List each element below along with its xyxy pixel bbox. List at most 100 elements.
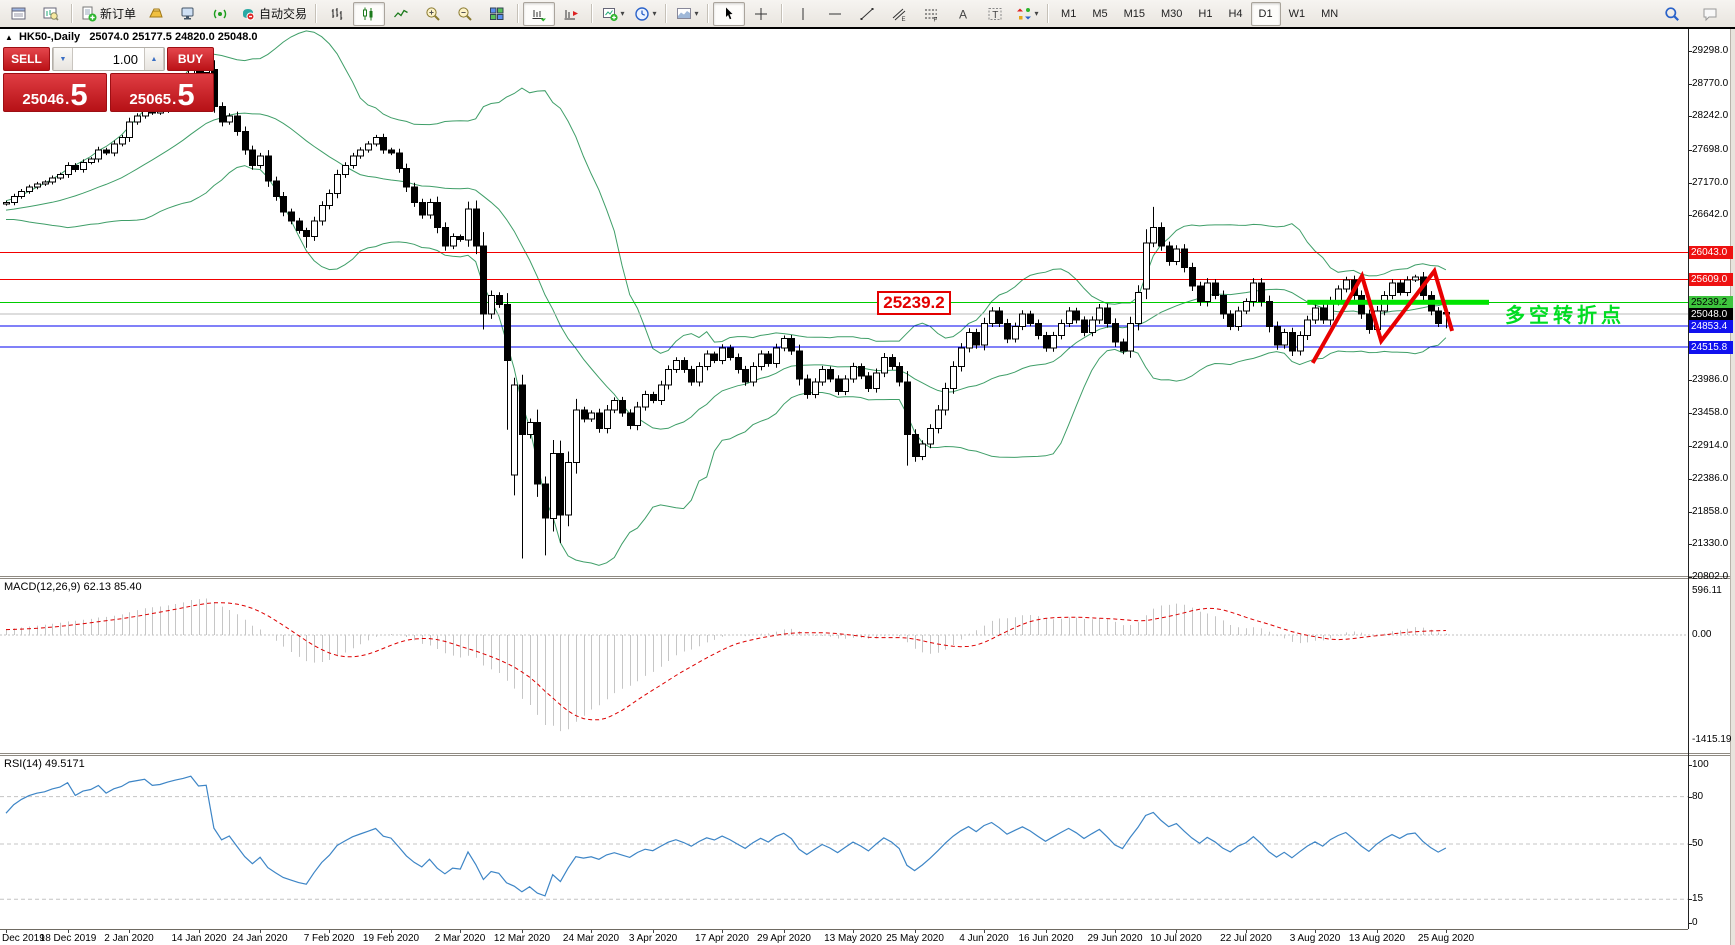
horizontal-line-button[interactable] (819, 2, 851, 26)
candle-body (303, 229, 310, 238)
text-button[interactable]: A (947, 2, 979, 26)
style-icon (676, 7, 691, 19)
turning-point-trendline[interactable] (1307, 299, 1489, 305)
candle-body (103, 149, 110, 154)
auto-trading-button[interactable]: 自动交易 (236, 2, 311, 26)
date-tick (653, 930, 654, 933)
macd-indicator-panel[interactable] (0, 579, 1688, 753)
candle-body (442, 226, 449, 247)
macd-signal-line[interactable] (5, 602, 1446, 721)
timeframe-MN-button[interactable]: MN (1321, 7, 1339, 20)
chart-shift-button[interactable] (555, 2, 587, 26)
crosshair-button[interactable] (745, 2, 777, 26)
rsi-indicator-panel[interactable] (0, 756, 1688, 929)
panel-separator[interactable] (0, 755, 1735, 756)
price-level-badge: 24853.4 (1689, 320, 1733, 333)
price-axis-label: 23986.0 (1692, 374, 1729, 385)
panel-separator[interactable] (0, 578, 1735, 579)
axis-tick (1688, 183, 1692, 184)
arrows-button[interactable]: ▾ (1011, 2, 1043, 26)
price-chart-panel[interactable] (0, 29, 1688, 576)
panel-separator[interactable] (0, 753, 1735, 754)
rsi-line[interactable] (5, 775, 1447, 897)
search-button[interactable] (1656, 2, 1688, 26)
candle-body (611, 400, 618, 411)
chart-style-button[interactable]: ▾ (671, 2, 703, 26)
zoom-in-button[interactable] (417, 2, 449, 26)
timeframe-M30-button[interactable]: M30 (1161, 7, 1183, 20)
data-window-button[interactable] (3, 2, 35, 26)
candle-body (1012, 325, 1019, 340)
candle-body (1235, 310, 1242, 327)
volume-increase-button[interactable]: ▲ (144, 48, 164, 70)
svg-text:F: F (934, 17, 938, 22)
buy-button[interactable]: BUY (167, 47, 214, 71)
chat-button[interactable] (1694, 2, 1726, 26)
timeframe-M5-button[interactable]: M5 (1092, 7, 1108, 20)
candle-body (1220, 294, 1227, 315)
timeframe-W1-button[interactable]: W1 (1288, 7, 1306, 20)
date-axis-label: 18 Dec 2019 (39, 933, 97, 944)
vertical-line-button[interactable] (787, 2, 819, 26)
buy-price-display[interactable]: 25065. 5 (110, 73, 214, 112)
timeframe-D1-button[interactable]: D1 (1250, 1, 1281, 26)
volume-spinner[interactable]: ▼ 1.00 ▲ (52, 47, 165, 71)
candle-body (542, 483, 549, 519)
axis-tick (1688, 765, 1692, 766)
volume-decrease-button[interactable]: ▼ (53, 48, 73, 70)
tile-windows-button[interactable] (481, 2, 513, 26)
candle-body (219, 106, 226, 123)
candle-body (704, 353, 711, 368)
cursor-button[interactable] (713, 1, 746, 26)
candle-body (565, 462, 572, 516)
candle-body (1274, 325, 1281, 346)
price-axis-label: 27170.0 (1692, 177, 1729, 188)
candle-body (1058, 322, 1065, 337)
candle-body (480, 245, 487, 315)
fibonacci-button[interactable]: F (915, 2, 947, 26)
bollinger-band-m[interactable] (5, 112, 1447, 430)
timeframe-M15-button[interactable]: M15 (1123, 7, 1145, 20)
volume-input[interactable]: 1.00 (73, 48, 144, 70)
gold-tool-button[interactable] (140, 2, 172, 26)
bollinger-band-u[interactable] (5, 30, 1447, 354)
timeframe-H1-button[interactable]: H1 (1198, 7, 1213, 20)
bollinger-band-l[interactable] (6, 165, 1447, 566)
zoom-out-button[interactable] (449, 2, 481, 26)
panel-separator[interactable] (0, 576, 1735, 577)
candle-body (681, 359, 688, 371)
price-tag-label[interactable]: 25239.2 (877, 291, 951, 315)
sell-button[interactable]: SELL (3, 47, 50, 71)
profiles-button[interactable]: ▾ (629, 2, 661, 26)
date-axis[interactable]: Dec 2019 18 Dec 2019 2 Jan 2020 14 Jan 2020… (0, 929, 1688, 945)
date-tick (853, 930, 854, 933)
terminal-button[interactable] (172, 2, 204, 26)
timeframe-H4-button[interactable]: H4 (1228, 7, 1243, 20)
ohlc-values: 25074.0 25177.5 24820.0 25048.0 (89, 31, 258, 43)
new-chart-button[interactable]: ▾ (597, 2, 629, 26)
candlestick-mode-button[interactable] (353, 1, 386, 26)
candle-body (758, 353, 765, 368)
signals-button[interactable] (204, 2, 236, 26)
candle-body (896, 366, 903, 383)
collapse-arrow-icon[interactable]: ▲ (5, 33, 13, 42)
auto-scroll-button[interactable] (523, 1, 556, 26)
bar-chart-mode-button[interactable] (321, 2, 353, 26)
date-tick (1446, 930, 1447, 933)
candle-body (457, 236, 464, 241)
candle-body (3, 202, 10, 205)
trendline-button[interactable] (851, 2, 883, 26)
zigzag-annotation[interactable] (1310, 266, 1455, 364)
turning-point-annotation[interactable]: 多空转折点 (1505, 305, 1625, 327)
chart-preview-button[interactable] (35, 2, 67, 26)
candle-body (242, 130, 249, 151)
price-axis-label: 29298.0 (1692, 45, 1729, 56)
equidistant-channel-button[interactable]: E (883, 2, 915, 26)
sell-price-display[interactable]: 25046. 5 (3, 73, 107, 112)
candle-body (1027, 313, 1034, 324)
text-label-button[interactable]: T (979, 2, 1011, 26)
line-chart-mode-button[interactable] (385, 2, 417, 26)
timeframe-M1-button[interactable]: M1 (1061, 7, 1077, 20)
candle-body (11, 195, 18, 204)
new-order-button[interactable]: 新订单 (77, 2, 140, 26)
